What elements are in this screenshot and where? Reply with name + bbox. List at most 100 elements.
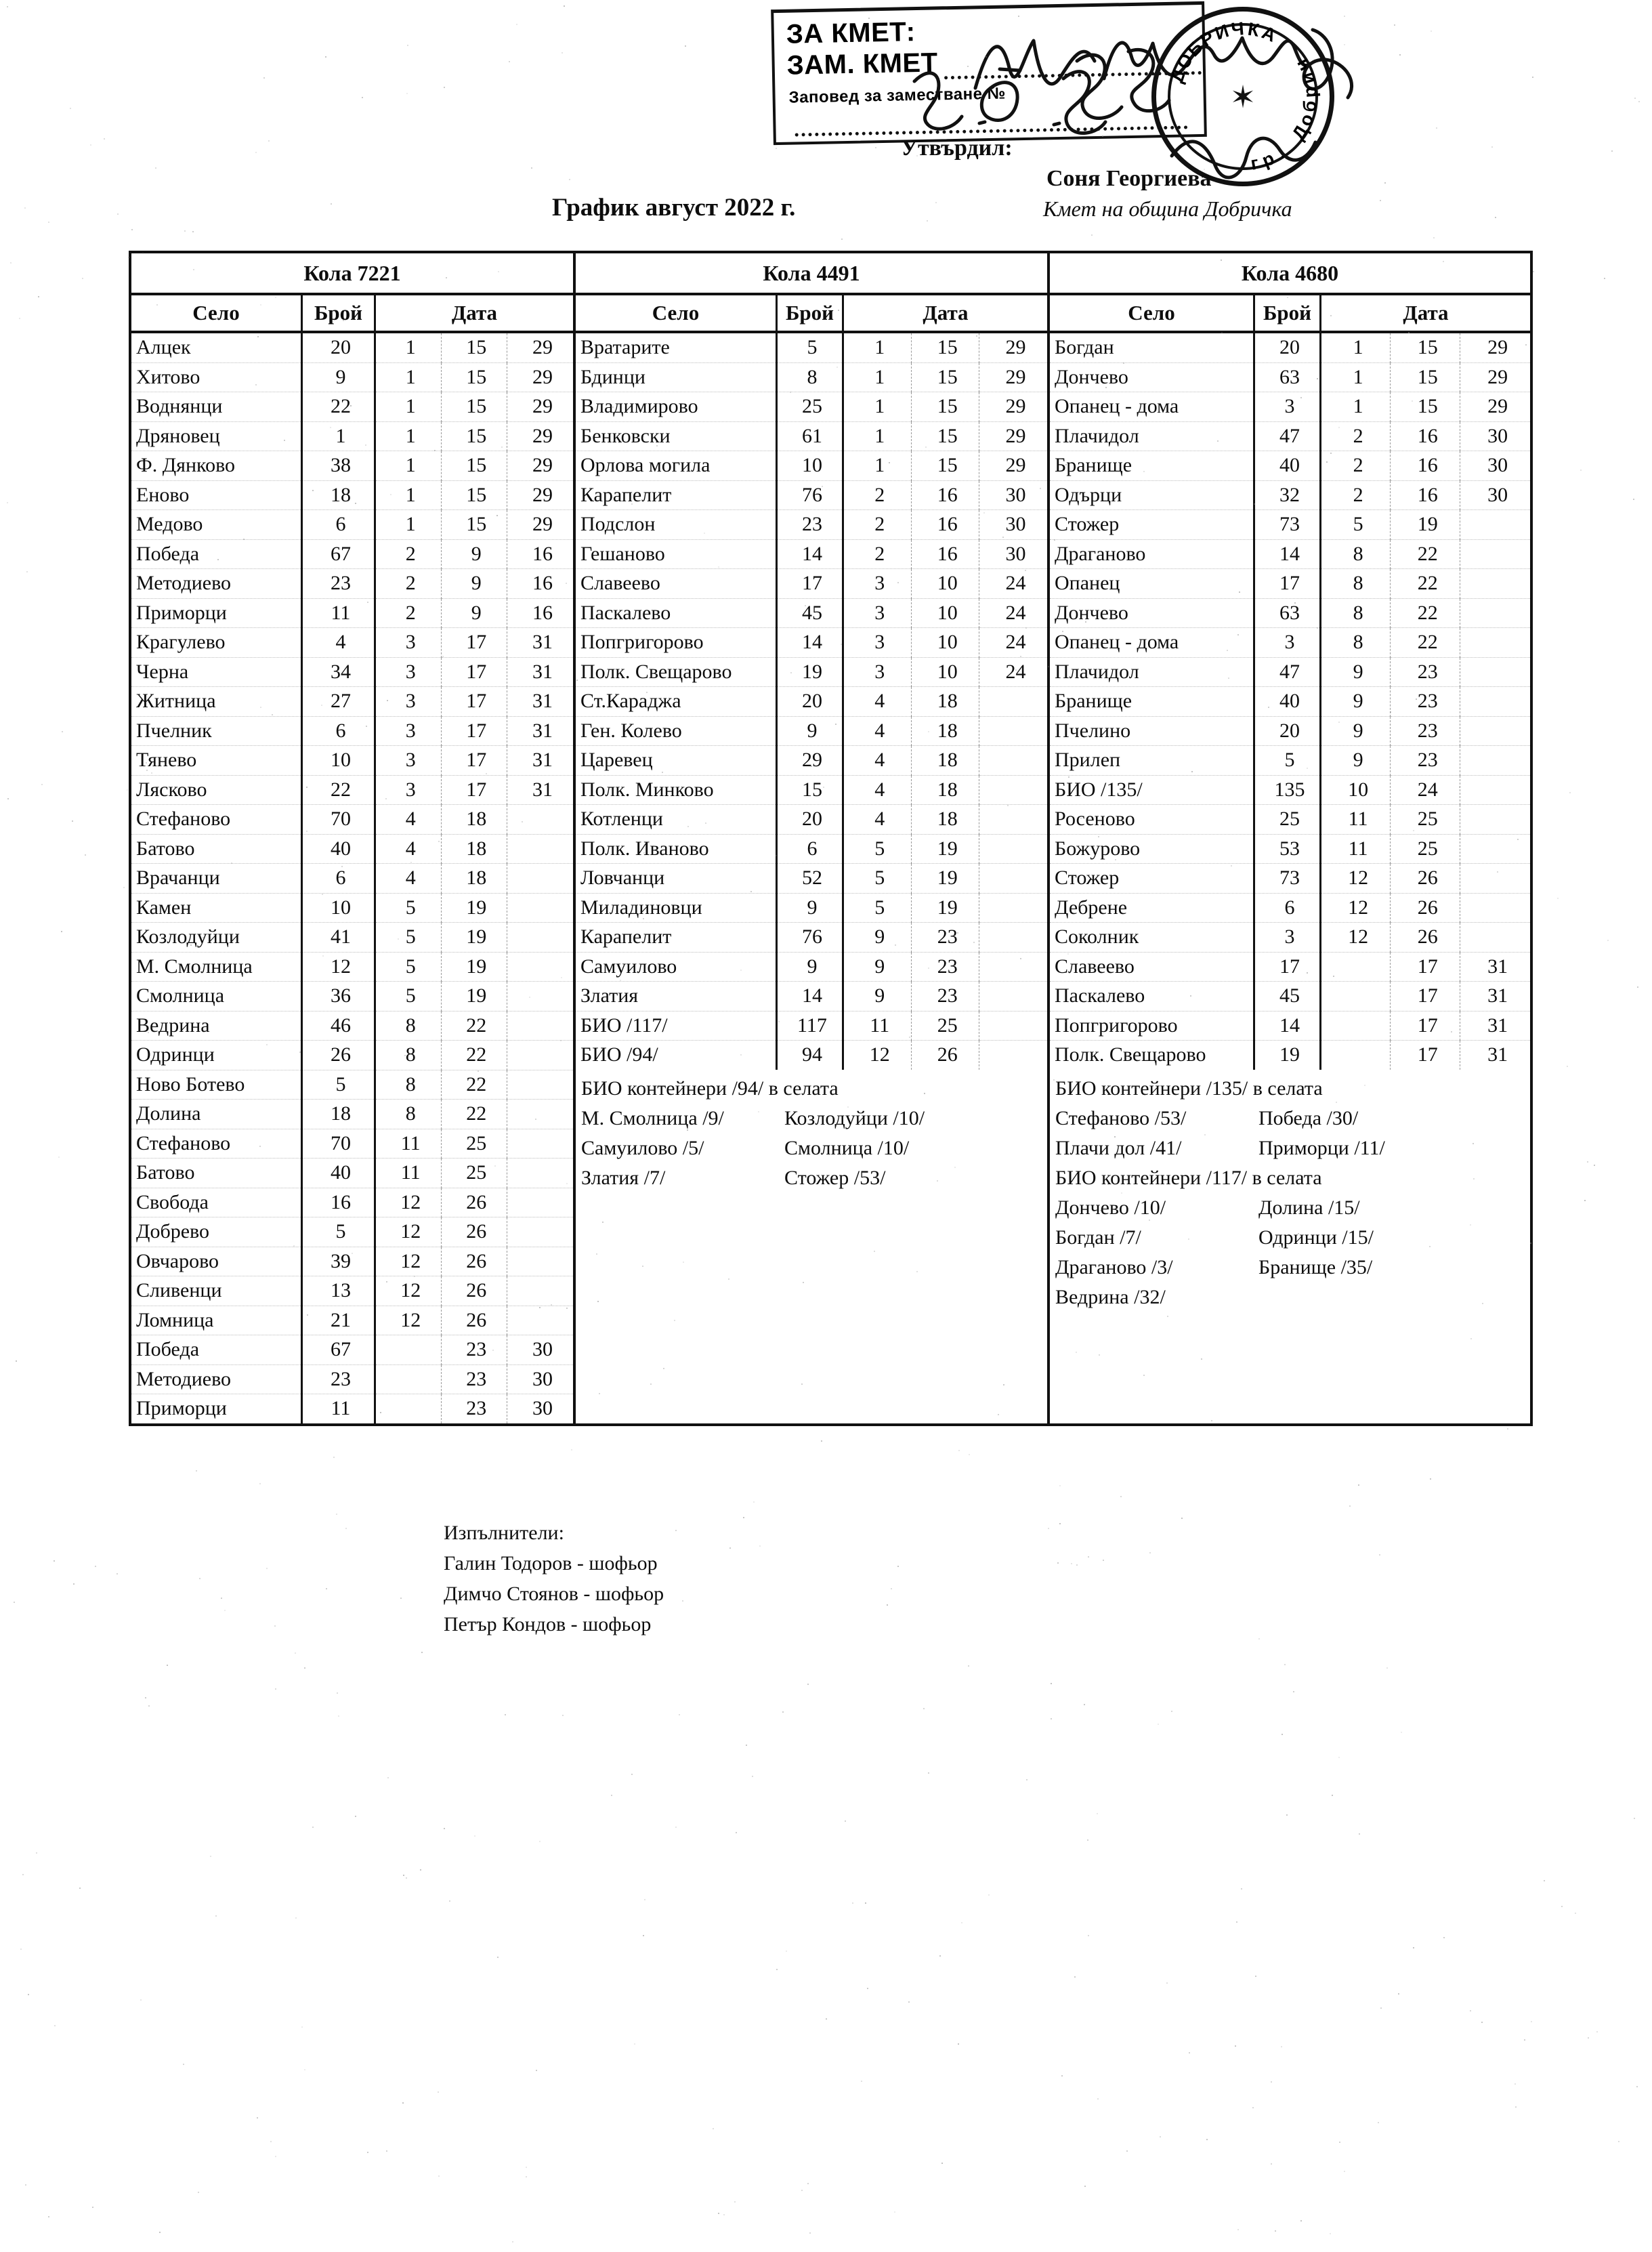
cell-date-2: 23 xyxy=(441,1364,507,1394)
cell-date-1: 5 xyxy=(843,863,912,894)
scan-speck xyxy=(274,297,276,299)
scan-speck xyxy=(809,2232,811,2234)
scan-speck xyxy=(386,2150,388,2152)
cell-date-2: 18 xyxy=(911,745,979,776)
note-pair: Плачи дол /41/Приморци /11/ xyxy=(1055,1133,1530,1163)
scan-speck xyxy=(1076,1352,1078,1354)
col-header-date: Дата xyxy=(843,295,1047,333)
cell-date-3 xyxy=(979,745,1047,776)
cell-village: Владимирово xyxy=(576,392,777,422)
scan-speck xyxy=(406,92,408,94)
scan-speck xyxy=(967,65,969,67)
scan-speck xyxy=(1430,1478,1432,1480)
bio-containers-note-4491: БИО контейнери /94/ в селата М. Смолница … xyxy=(576,1070,1047,1193)
table-row: М. Смолница 12 5 19 xyxy=(131,952,573,982)
cell-date-2: 26 xyxy=(1390,922,1461,953)
scan-speck xyxy=(1097,1813,1099,1815)
table-row: Ведрина 46 8 22 xyxy=(131,1011,573,1041)
col-header-village: Село xyxy=(576,295,778,333)
cell-date-2: 15 xyxy=(1390,362,1461,392)
scan-speck xyxy=(1531,2020,1533,2022)
cell-date-1: 9 xyxy=(843,922,912,953)
scan-speck xyxy=(215,1915,217,1917)
scan-speck xyxy=(1047,665,1049,667)
scan-speck xyxy=(838,310,840,312)
cell-date-3 xyxy=(507,1188,573,1217)
scan-speck xyxy=(54,2024,56,2026)
table-row: Божурово 53 11 25 xyxy=(1050,834,1530,864)
cell-count: 17 xyxy=(1253,568,1321,599)
cell-date-1 xyxy=(375,1364,442,1394)
scan-speck xyxy=(166,1664,168,1666)
scan-speck xyxy=(983,512,986,514)
scan-speck xyxy=(1378,1554,1380,1556)
cell-date-3 xyxy=(979,1041,1048,1070)
scan-speck xyxy=(539,1841,541,1843)
cell-date-1: 4 xyxy=(375,863,442,894)
scan-speck xyxy=(1070,1563,1072,1565)
car-column-7221: Кола 7221 Село Брой Дата Алцек 20 1 15 29 Хит… xyxy=(131,253,576,1423)
scan-speck xyxy=(123,887,125,889)
scan-speck xyxy=(1307,768,1309,770)
scan-speck xyxy=(361,97,363,99)
cell-count: 117 xyxy=(776,1011,844,1041)
scan-speck xyxy=(1240,1888,1242,1890)
cell-village: Медово xyxy=(131,509,302,540)
cell-village: Царевец xyxy=(576,745,777,776)
cell-village: Карапелит xyxy=(576,922,777,953)
scan-speck xyxy=(1015,669,1017,671)
table-row: Врачанци 6 4 18 xyxy=(131,863,573,894)
scan-speck xyxy=(1200,1358,1202,1360)
cell-date-1: 2 xyxy=(1320,421,1391,451)
table-row: Бенковски 61 1 15 29 xyxy=(576,421,1047,451)
scan-speck xyxy=(158,2231,161,2233)
scan-speck xyxy=(740,969,742,972)
scan-speck xyxy=(58,1156,60,1158)
scan-speck xyxy=(811,765,813,767)
table-row: Опанец - дома 3 1 15 29 xyxy=(1050,392,1530,422)
scan-speck xyxy=(312,1826,314,1828)
scan-speck xyxy=(958,2043,960,2045)
scan-speck xyxy=(413,1276,415,1278)
scan-speck xyxy=(712,2128,714,2130)
schedule-table-7221: Село Брой Дата Алцек 20 1 15 29 Хитово 9 1 15 29 В… xyxy=(131,295,573,1423)
scan-speck xyxy=(397,938,399,940)
scan-speck xyxy=(866,1988,868,1990)
cell-date-1: 1 xyxy=(375,332,442,363)
scan-speck xyxy=(682,1261,684,1263)
scan-speck xyxy=(1076,1564,1078,1566)
cell-village: Опанец - дома xyxy=(1050,392,1254,422)
table-row: Козлодуйци 41 5 19 xyxy=(131,922,573,953)
scan-speck xyxy=(1050,1683,1052,1685)
cell-date-1: 3 xyxy=(375,745,442,776)
scan-speck xyxy=(330,426,332,428)
note-pair: Богдан /7/Одринци /15/ xyxy=(1055,1223,1530,1253)
scan-speck xyxy=(293,1245,295,1247)
scan-speck xyxy=(445,276,447,278)
scan-speck xyxy=(366,725,368,727)
scan-speck xyxy=(196,1469,198,1472)
scan-speck xyxy=(1481,2021,1483,2023)
cell-village: Попгригорово xyxy=(576,627,777,658)
scan-speck xyxy=(259,1146,261,1148)
scan-speck xyxy=(790,671,792,673)
scan-speck xyxy=(522,821,524,823)
cell-date-3 xyxy=(507,834,573,864)
scan-speck xyxy=(1443,1936,1445,1938)
cell-village: Полк. Свещарово xyxy=(576,657,777,687)
scan-speck xyxy=(1231,865,1233,867)
cell-village: Воднянци xyxy=(131,392,302,422)
cell-village: Стожер xyxy=(1050,509,1254,540)
cell-count: 11 xyxy=(301,1394,376,1423)
cell-date-3 xyxy=(1460,745,1530,776)
scan-speck xyxy=(997,147,999,149)
cell-village: Вратарите xyxy=(576,332,777,363)
cell-count: 26 xyxy=(301,1040,376,1070)
cell-date-3: 16 xyxy=(507,568,573,599)
cell-date-3: 29 xyxy=(1460,362,1530,392)
scan-speck xyxy=(142,253,144,255)
scan-speck xyxy=(404,1054,406,1056)
scan-speck xyxy=(1191,771,1193,773)
cell-date-3: 24 xyxy=(979,568,1047,599)
cell-date-3 xyxy=(979,834,1047,864)
